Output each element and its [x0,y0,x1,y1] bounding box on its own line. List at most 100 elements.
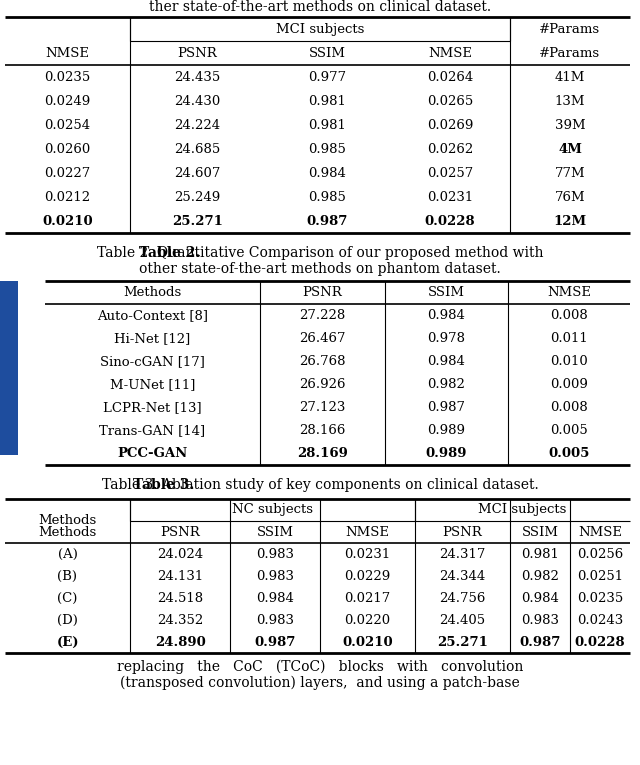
Text: Methods: Methods [38,515,97,528]
Text: 0.008: 0.008 [550,309,588,322]
Text: 24.756: 24.756 [439,591,486,604]
Text: 25.271: 25.271 [172,214,223,227]
Text: Hi-Net [12]: Hi-Net [12] [115,332,191,345]
Text: other state-of-the-art methods on phantom dataset.: other state-of-the-art methods on phanto… [139,262,501,276]
Text: 0.0231: 0.0231 [344,548,390,561]
Text: 0.0264: 0.0264 [427,70,473,83]
Text: M-UNet [11]: M-UNet [11] [110,378,195,391]
Text: NMSE: NMSE [578,526,622,539]
Text: 0.005: 0.005 [548,447,589,460]
Text: 24.224: 24.224 [175,119,221,132]
Text: (A): (A) [58,548,77,561]
Text: 39M: 39M [555,119,586,132]
Text: SSIM: SSIM [428,286,465,299]
Text: 24.317: 24.317 [439,548,486,561]
Text: Methods: Methods [38,526,97,539]
Text: Methods: Methods [124,286,182,299]
Text: 0.989: 0.989 [428,424,465,437]
Text: 24.024: 24.024 [157,548,203,561]
Text: 0.0210: 0.0210 [42,214,93,227]
Text: LCPR-Net [13]: LCPR-Net [13] [103,401,202,414]
Text: #Params: #Params [540,47,600,60]
Text: 0.0231: 0.0231 [427,190,473,203]
Text: 0.983: 0.983 [256,548,294,561]
Text: 26.467: 26.467 [300,332,346,345]
Text: 24.685: 24.685 [174,142,221,155]
Text: 0.987: 0.987 [307,214,348,227]
Text: 0.011: 0.011 [550,332,588,345]
Text: 25.271: 25.271 [437,636,488,649]
Text: SSIM: SSIM [309,47,346,60]
Text: PCC-GAN: PCC-GAN [117,447,188,460]
Text: NMSE: NMSE [45,47,90,60]
Text: 0.010: 0.010 [550,355,588,368]
Text: 24.435: 24.435 [174,70,221,83]
Text: 41M: 41M [555,70,585,83]
Text: NC subjects: NC subjects [232,503,313,516]
Text: 0.0235: 0.0235 [577,591,623,604]
Text: 0.0210: 0.0210 [342,636,393,649]
Text: 77M: 77M [555,167,586,180]
Text: 0.987: 0.987 [254,636,296,649]
Text: 0.0228: 0.0228 [575,636,625,649]
Text: 76M: 76M [555,190,586,203]
Text: NMSE: NMSE [346,526,390,539]
Text: 27.123: 27.123 [300,401,346,414]
Text: 0.987: 0.987 [428,401,465,414]
Text: 0.984: 0.984 [256,591,294,604]
Text: PSNR: PSNR [303,286,342,299]
Text: PSNR: PSNR [160,526,200,539]
Text: Auto-Context [8]: Auto-Context [8] [97,309,208,322]
Text: 0.981: 0.981 [308,95,346,108]
Text: Table 2. Quantitative Comparison of our proposed method with: Table 2. Quantitative Comparison of our … [97,246,543,260]
Text: MCI subjects: MCI subjects [478,503,566,516]
Text: 0.982: 0.982 [521,569,559,582]
Text: 0.0262: 0.0262 [427,142,473,155]
Text: 0.0212: 0.0212 [44,190,91,203]
Text: 0.985: 0.985 [308,190,346,203]
Text: 0.984: 0.984 [428,355,465,368]
Text: 0.981: 0.981 [308,119,346,132]
Text: 0.0256: 0.0256 [577,548,623,561]
Text: 0.005: 0.005 [550,424,588,437]
Text: 0.987: 0.987 [519,636,561,649]
Text: 0.0228: 0.0228 [425,214,476,227]
Text: 0.984: 0.984 [308,167,346,180]
Text: 0.008: 0.008 [550,401,588,414]
Text: 0.0227: 0.0227 [44,167,91,180]
Text: 13M: 13M [555,95,585,108]
Text: 0.981: 0.981 [521,548,559,561]
Text: 0.984: 0.984 [521,591,559,604]
Text: PSNR: PSNR [178,47,218,60]
Text: (C): (C) [58,591,77,604]
Text: 0.0217: 0.0217 [344,591,390,604]
Text: (B): (B) [58,569,77,582]
Text: 0.0235: 0.0235 [44,70,91,83]
Text: (D): (D) [57,614,78,627]
Text: 0.0229: 0.0229 [344,569,390,582]
Text: 4M: 4M [558,142,582,155]
Text: NMSE: NMSE [428,47,472,60]
Text: 12M: 12M [554,214,587,227]
Text: 24.131: 24.131 [157,569,203,582]
Text: 26.768: 26.768 [300,355,346,368]
Text: 24.344: 24.344 [440,569,486,582]
Text: SSIM: SSIM [522,526,559,539]
Text: NMSE: NMSE [547,286,591,299]
Text: 0.0257: 0.0257 [427,167,473,180]
Text: 25.249: 25.249 [174,190,221,203]
Text: 24.518: 24.518 [157,591,203,604]
Text: replacing   the   CoC   (TCoC)   blocks   with   convolution: replacing the CoC (TCoC) blocks with con… [117,659,523,674]
Text: 24.405: 24.405 [440,614,486,627]
Text: MCI subjects: MCI subjects [276,22,364,35]
Text: 28.169: 28.169 [297,447,348,460]
Text: 0.977: 0.977 [308,70,347,83]
Text: 28.166: 28.166 [300,424,346,437]
Text: Table 3.: Table 3. [132,478,194,492]
Text: 0.984: 0.984 [428,309,465,322]
Text: PSNR: PSNR [443,526,483,539]
Text: (E): (E) [56,636,79,649]
Text: 0.009: 0.009 [550,378,588,391]
Text: SSIM: SSIM [257,526,294,539]
Text: 0.0254: 0.0254 [44,119,91,132]
